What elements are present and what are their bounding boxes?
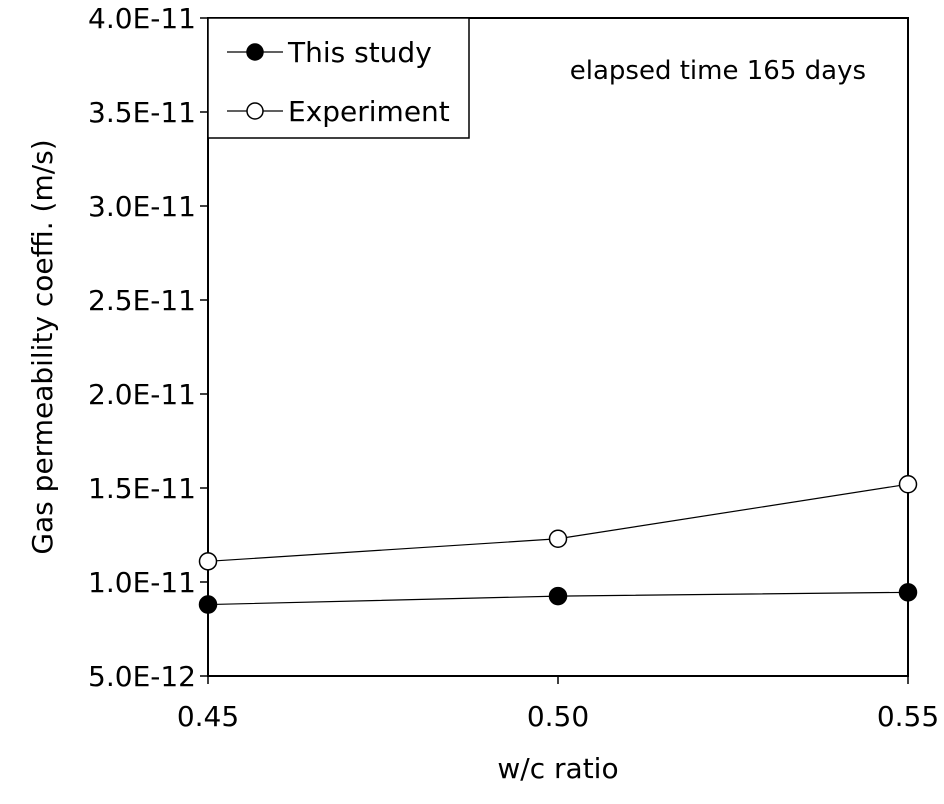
legend-label-this-study: This study (287, 36, 432, 69)
data-point-experiment (198, 552, 218, 571)
y-tick-label: 2.5E-11 (88, 284, 196, 317)
data-point-this-study (548, 586, 568, 606)
x-tick-label: 0.45 (177, 700, 239, 733)
legend-label-experiment: Experiment (288, 95, 450, 128)
data-point-this-study (198, 595, 218, 614)
y-tick-label: 3.5E-11 (88, 96, 196, 129)
legend-box (207, 17, 470, 139)
x-tick-label: 0.55 (877, 700, 939, 733)
annotation-elapsed-time: elapsed time 165 days (570, 56, 866, 86)
x-axis-title: w/c ratio (497, 752, 618, 785)
legend-marker-experiment (246, 102, 264, 120)
series-line-experiment (207, 483, 909, 562)
y-tick-label: 2.0E-11 (88, 378, 196, 411)
y-tick-label: 3.0E-11 (88, 190, 196, 223)
legend: This study Experiment (207, 17, 470, 139)
series-layer (198, 474, 918, 614)
y-tick-label: 1.5E-11 (88, 472, 196, 505)
legend-marker-this-study (246, 43, 264, 61)
data-point-experiment (548, 529, 568, 549)
y-axis: 5.0E-12 1.0E-11 1.5E-11 2.0E-11 2.5E-11 3.0E-… (88, 2, 208, 693)
y-tick-label: 5.0E-12 (88, 660, 196, 693)
x-axis: 0.45 0.50 0.55 (177, 676, 939, 733)
x-tick-label: 0.50 (527, 700, 589, 733)
data-point-experiment (898, 474, 918, 494)
y-axis-title: Gas permeability coeffi. (m/s) (26, 139, 59, 554)
data-point-this-study (898, 583, 918, 602)
y-tick-label: 4.0E-11 (88, 2, 196, 35)
y-tick-label: 1.0E-11 (88, 566, 196, 599)
